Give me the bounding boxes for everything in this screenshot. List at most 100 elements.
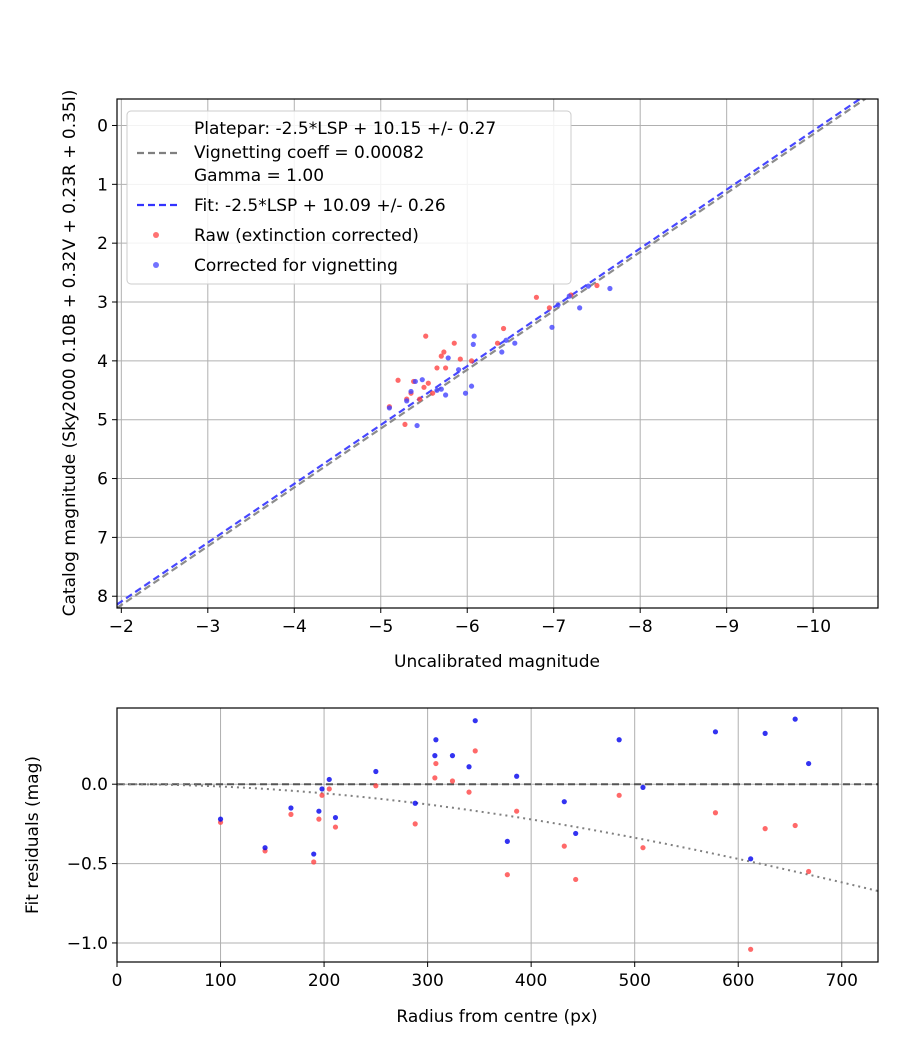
raw-point	[433, 760, 439, 767]
raw-point	[425, 380, 431, 386]
raw-point	[533, 294, 540, 300]
corrected-point	[433, 737, 439, 743]
corrected-point	[443, 392, 449, 398]
corrected-point	[326, 776, 332, 783]
x-tick-label: 600	[722, 971, 754, 991]
x-tick-label: 500	[618, 971, 650, 991]
bottom-y-axis-label: Fit residuals (mag)	[23, 756, 43, 914]
x-tick-label: −8	[628, 617, 653, 637]
raw-point	[806, 868, 812, 875]
raw-point	[395, 377, 401, 383]
x-tick-label: −3	[195, 617, 220, 637]
raw-point	[573, 876, 579, 883]
corrected-point	[468, 383, 475, 389]
raw-point	[443, 365, 449, 371]
legend-box	[126, 110, 572, 285]
top-axes-frame	[116, 98, 879, 609]
corrected-point	[288, 805, 294, 811]
corrected-point	[316, 808, 322, 814]
corrected-point	[748, 856, 754, 862]
bottom-axes-frame	[116, 707, 879, 963]
x-tick-label: 400	[515, 971, 547, 991]
corrected-point	[585, 283, 591, 289]
raw-point	[311, 859, 317, 865]
top-panel: −2 −3 −4 −5 −6 −7 −8 −9 −10 0 1 2 3 4 5 6 7 8 Uncalibrate…	[60, 90, 879, 672]
bottom-x-axis-label: Radius from centre (px)	[396, 1007, 597, 1027]
raw-point	[594, 282, 600, 289]
y-tick-label: 4	[97, 352, 108, 372]
x-tick-label: −6	[455, 617, 480, 637]
raw-point	[326, 786, 332, 792]
raw-point	[449, 778, 456, 784]
y-tick-label: 1	[97, 175, 108, 195]
raw-point	[319, 792, 325, 798]
corrected-point	[503, 337, 509, 343]
legend: Platepar: -2.5*LSP + 10.15 +/- 0.27 Vign…	[126, 110, 572, 285]
corrected-point	[504, 838, 510, 844]
legend-platepar-label-2: Vignetting coeff = 0.00082	[194, 143, 424, 163]
legend-platepar-label-1: Platepar: -2.5*LSP + 10.15 +/- 0.27	[194, 119, 496, 139]
corrected-point	[373, 768, 379, 775]
corrected-point	[404, 398, 410, 404]
corrected-point	[512, 340, 518, 346]
corrected-point	[332, 814, 339, 821]
corrected-point	[573, 830, 579, 837]
corrected-point	[555, 302, 561, 308]
y-tick-label: 7	[97, 528, 108, 548]
corrected-point	[462, 390, 469, 396]
legend-raw-label: Raw (extinction corrected)	[194, 226, 419, 246]
legend-corrected-marker	[153, 262, 159, 268]
corrected-point	[577, 305, 583, 311]
raw-point	[546, 305, 552, 311]
raw-point	[430, 390, 436, 396]
raw-point	[432, 775, 438, 781]
raw-point	[316, 816, 322, 822]
top-y-axis-label: Catalog magnitude (Sky2000 0.10B + 0.32V…	[60, 90, 80, 617]
raw-point	[500, 325, 507, 332]
x-tick-label: −5	[368, 617, 393, 637]
x-tick-label: −4	[282, 617, 307, 637]
raw-point	[438, 353, 444, 359]
corrected-point	[262, 845, 268, 851]
bottom-points	[217, 716, 812, 952]
y-tick-label: 0	[97, 116, 108, 136]
bottom-ticks: 0 100 200 300 400 500 600 700 0.0 −0.5 −1.0	[67, 775, 858, 991]
y-tick-label: −1.0	[67, 934, 108, 954]
y-tick-label: 6	[97, 470, 108, 490]
legend-platepar-label-3: Gamma = 1.00	[194, 166, 324, 186]
raw-point	[762, 826, 768, 832]
corrected-point	[792, 716, 798, 722]
raw-point	[561, 843, 567, 849]
raw-point	[332, 824, 339, 830]
corrected-point	[640, 784, 646, 790]
raw-point	[402, 421, 408, 428]
x-tick-label: −7	[541, 617, 566, 637]
x-tick-label: −9	[714, 617, 739, 637]
raw-point	[288, 811, 294, 817]
raw-point	[468, 358, 475, 364]
raw-point	[373, 783, 379, 789]
top-x-axis-label: Uncalibrated magnitude	[394, 652, 600, 672]
raw-point	[417, 396, 423, 402]
corrected-point	[471, 333, 477, 339]
raw-point	[494, 340, 501, 346]
raw-point	[514, 808, 520, 814]
raw-point	[472, 748, 478, 754]
raw-point	[451, 340, 457, 346]
corrected-point	[472, 718, 478, 724]
corrected-point	[607, 285, 613, 292]
corrected-point	[434, 387, 440, 393]
x-tick-label: 100	[204, 971, 236, 991]
corrected-point	[449, 753, 456, 759]
y-tick-label: 5	[97, 411, 108, 431]
corrected-point	[806, 760, 812, 767]
bottom-plot-area	[117, 708, 878, 962]
corrected-point	[466, 764, 472, 770]
corrected-point	[432, 753, 438, 759]
y-tick-label: 8	[97, 587, 108, 607]
corrected-point	[319, 786, 325, 792]
raw-point	[421, 384, 427, 390]
legend-raw-marker	[153, 232, 159, 238]
top-ticks: −2 −3 −4 −5 −6 −7 −8 −9 −10 0 1 2 3 4 5 6 7 8	[97, 116, 831, 637]
